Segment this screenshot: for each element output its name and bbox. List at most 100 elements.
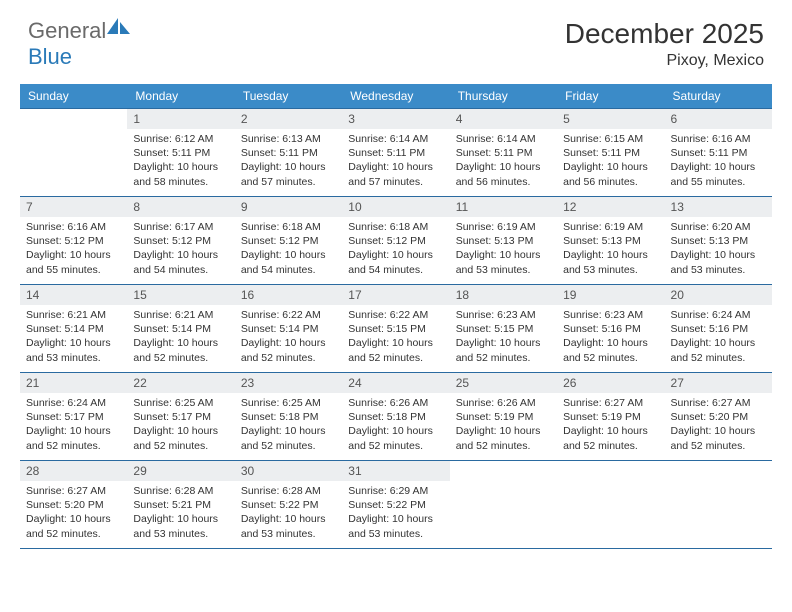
dow-header: Sunday xyxy=(20,84,127,109)
day-number: 31 xyxy=(342,461,449,481)
calendar-cell: 3Sunrise: 6:14 AMSunset: 5:11 PMDaylight… xyxy=(342,109,449,197)
calendar-cell: 2Sunrise: 6:13 AMSunset: 5:11 PMDaylight… xyxy=(235,109,342,197)
day-content: Sunrise: 6:24 AMSunset: 5:16 PMDaylight:… xyxy=(665,305,772,371)
calendar-cell: .. xyxy=(665,461,772,549)
location: Pixoy, Mexico xyxy=(565,52,764,70)
month-title: December 2025 xyxy=(565,18,764,50)
calendar-cell: 23Sunrise: 6:25 AMSunset: 5:18 PMDayligh… xyxy=(235,373,342,461)
day-number: 29 xyxy=(127,461,234,481)
calendar-cell: 12Sunrise: 6:19 AMSunset: 5:13 PMDayligh… xyxy=(557,197,664,285)
day-content: Sunrise: 6:26 AMSunset: 5:19 PMDaylight:… xyxy=(450,393,557,459)
dow-header: Monday xyxy=(127,84,234,109)
calendar-cell: 26Sunrise: 6:27 AMSunset: 5:19 PMDayligh… xyxy=(557,373,664,461)
day-content: Sunrise: 6:27 AMSunset: 5:20 PMDaylight:… xyxy=(665,393,772,459)
day-number: 23 xyxy=(235,373,342,393)
dow-header: Wednesday xyxy=(342,84,449,109)
calendar-row: 14Sunrise: 6:21 AMSunset: 5:14 PMDayligh… xyxy=(20,285,772,373)
day-content: Sunrise: 6:27 AMSunset: 5:19 PMDaylight:… xyxy=(557,393,664,459)
calendar-cell: 7Sunrise: 6:16 AMSunset: 5:12 PMDaylight… xyxy=(20,197,127,285)
day-number: 28 xyxy=(20,461,127,481)
day-content: Sunrise: 6:27 AMSunset: 5:20 PMDaylight:… xyxy=(20,481,127,547)
day-number: 15 xyxy=(127,285,234,305)
day-number: 11 xyxy=(450,197,557,217)
day-number: 21 xyxy=(20,373,127,393)
calendar-cell: 14Sunrise: 6:21 AMSunset: 5:14 PMDayligh… xyxy=(20,285,127,373)
header: GeneralBlue December 2025 Pixoy, Mexico xyxy=(0,0,792,76)
calendar-cell: 30Sunrise: 6:28 AMSunset: 5:22 PMDayligh… xyxy=(235,461,342,549)
dow-header: Thursday xyxy=(450,84,557,109)
day-number: 14 xyxy=(20,285,127,305)
day-number: 12 xyxy=(557,197,664,217)
day-content: Sunrise: 6:17 AMSunset: 5:12 PMDaylight:… xyxy=(127,217,234,283)
day-number: 7 xyxy=(20,197,127,217)
logo-part2: Blue xyxy=(28,44,72,69)
calendar-cell: .. xyxy=(557,461,664,549)
calendar-cell: .. xyxy=(450,461,557,549)
calendar-row: 21Sunrise: 6:24 AMSunset: 5:17 PMDayligh… xyxy=(20,373,772,461)
day-content: Sunrise: 6:14 AMSunset: 5:11 PMDaylight:… xyxy=(342,129,449,195)
calendar-cell: 4Sunrise: 6:14 AMSunset: 5:11 PMDaylight… xyxy=(450,109,557,197)
day-number: 25 xyxy=(450,373,557,393)
day-number: 27 xyxy=(665,373,772,393)
day-number: 6 xyxy=(665,109,772,129)
day-content: Sunrise: 6:28 AMSunset: 5:21 PMDaylight:… xyxy=(127,481,234,547)
day-content: Sunrise: 6:19 AMSunset: 5:13 PMDaylight:… xyxy=(450,217,557,283)
calendar-table: SundayMondayTuesdayWednesdayThursdayFrid… xyxy=(20,84,772,549)
calendar-cell: 29Sunrise: 6:28 AMSunset: 5:21 PMDayligh… xyxy=(127,461,234,549)
day-content: Sunrise: 6:18 AMSunset: 5:12 PMDaylight:… xyxy=(235,217,342,283)
day-content: Sunrise: 6:25 AMSunset: 5:17 PMDaylight:… xyxy=(127,393,234,459)
calendar-row: 7Sunrise: 6:16 AMSunset: 5:12 PMDaylight… xyxy=(20,197,772,285)
calendar-cell: 31Sunrise: 6:29 AMSunset: 5:22 PMDayligh… xyxy=(342,461,449,549)
calendar-cell: 20Sunrise: 6:24 AMSunset: 5:16 PMDayligh… xyxy=(665,285,772,373)
day-number: 10 xyxy=(342,197,449,217)
day-content: Sunrise: 6:22 AMSunset: 5:15 PMDaylight:… xyxy=(342,305,449,371)
calendar-cell: 24Sunrise: 6:26 AMSunset: 5:18 PMDayligh… xyxy=(342,373,449,461)
calendar-cell: 16Sunrise: 6:22 AMSunset: 5:14 PMDayligh… xyxy=(235,285,342,373)
calendar-cell: .. xyxy=(20,109,127,197)
title-block: December 2025 Pixoy, Mexico xyxy=(565,18,764,70)
day-content: Sunrise: 6:26 AMSunset: 5:18 PMDaylight:… xyxy=(342,393,449,459)
calendar-cell: 13Sunrise: 6:20 AMSunset: 5:13 PMDayligh… xyxy=(665,197,772,285)
day-content: Sunrise: 6:12 AMSunset: 5:11 PMDaylight:… xyxy=(127,129,234,195)
day-content: Sunrise: 6:19 AMSunset: 5:13 PMDaylight:… xyxy=(557,217,664,283)
day-content: Sunrise: 6:23 AMSunset: 5:15 PMDaylight:… xyxy=(450,305,557,371)
calendar-row: ..1Sunrise: 6:12 AMSunset: 5:11 PMDaylig… xyxy=(20,109,772,197)
day-number: 4 xyxy=(450,109,557,129)
day-content: Sunrise: 6:16 AMSunset: 5:11 PMDaylight:… xyxy=(665,129,772,195)
day-number: 1 xyxy=(127,109,234,129)
day-number: 19 xyxy=(557,285,664,305)
day-number: 20 xyxy=(665,285,772,305)
day-content: Sunrise: 6:20 AMSunset: 5:13 PMDaylight:… xyxy=(665,217,772,283)
calendar-cell: 28Sunrise: 6:27 AMSunset: 5:20 PMDayligh… xyxy=(20,461,127,549)
day-number: 2 xyxy=(235,109,342,129)
calendar-cell: 18Sunrise: 6:23 AMSunset: 5:15 PMDayligh… xyxy=(450,285,557,373)
day-content: Sunrise: 6:18 AMSunset: 5:12 PMDaylight:… xyxy=(342,217,449,283)
calendar-cell: 17Sunrise: 6:22 AMSunset: 5:15 PMDayligh… xyxy=(342,285,449,373)
day-number: 22 xyxy=(127,373,234,393)
logo: GeneralBlue xyxy=(28,18,132,70)
day-content: Sunrise: 6:28 AMSunset: 5:22 PMDaylight:… xyxy=(235,481,342,547)
day-content: Sunrise: 6:15 AMSunset: 5:11 PMDaylight:… xyxy=(557,129,664,195)
day-number: 17 xyxy=(342,285,449,305)
day-number: 30 xyxy=(235,461,342,481)
calendar-cell: 11Sunrise: 6:19 AMSunset: 5:13 PMDayligh… xyxy=(450,197,557,285)
sail-icon xyxy=(106,16,132,36)
calendar-row: 28Sunrise: 6:27 AMSunset: 5:20 PMDayligh… xyxy=(20,461,772,549)
day-content: Sunrise: 6:21 AMSunset: 5:14 PMDaylight:… xyxy=(127,305,234,371)
calendar-cell: 15Sunrise: 6:21 AMSunset: 5:14 PMDayligh… xyxy=(127,285,234,373)
calendar-cell: 9Sunrise: 6:18 AMSunset: 5:12 PMDaylight… xyxy=(235,197,342,285)
calendar-cell: 22Sunrise: 6:25 AMSunset: 5:17 PMDayligh… xyxy=(127,373,234,461)
calendar-cell: 21Sunrise: 6:24 AMSunset: 5:17 PMDayligh… xyxy=(20,373,127,461)
day-content: Sunrise: 6:21 AMSunset: 5:14 PMDaylight:… xyxy=(20,305,127,371)
day-number: 24 xyxy=(342,373,449,393)
day-content: Sunrise: 6:16 AMSunset: 5:12 PMDaylight:… xyxy=(20,217,127,283)
logo-text: GeneralBlue xyxy=(28,18,132,70)
day-number: 9 xyxy=(235,197,342,217)
calendar-body: ..1Sunrise: 6:12 AMSunset: 5:11 PMDaylig… xyxy=(20,109,772,549)
calendar-cell: 25Sunrise: 6:26 AMSunset: 5:19 PMDayligh… xyxy=(450,373,557,461)
day-number: 8 xyxy=(127,197,234,217)
calendar-cell: 27Sunrise: 6:27 AMSunset: 5:20 PMDayligh… xyxy=(665,373,772,461)
day-number: 5 xyxy=(557,109,664,129)
day-content: Sunrise: 6:14 AMSunset: 5:11 PMDaylight:… xyxy=(450,129,557,195)
day-content: Sunrise: 6:25 AMSunset: 5:18 PMDaylight:… xyxy=(235,393,342,459)
